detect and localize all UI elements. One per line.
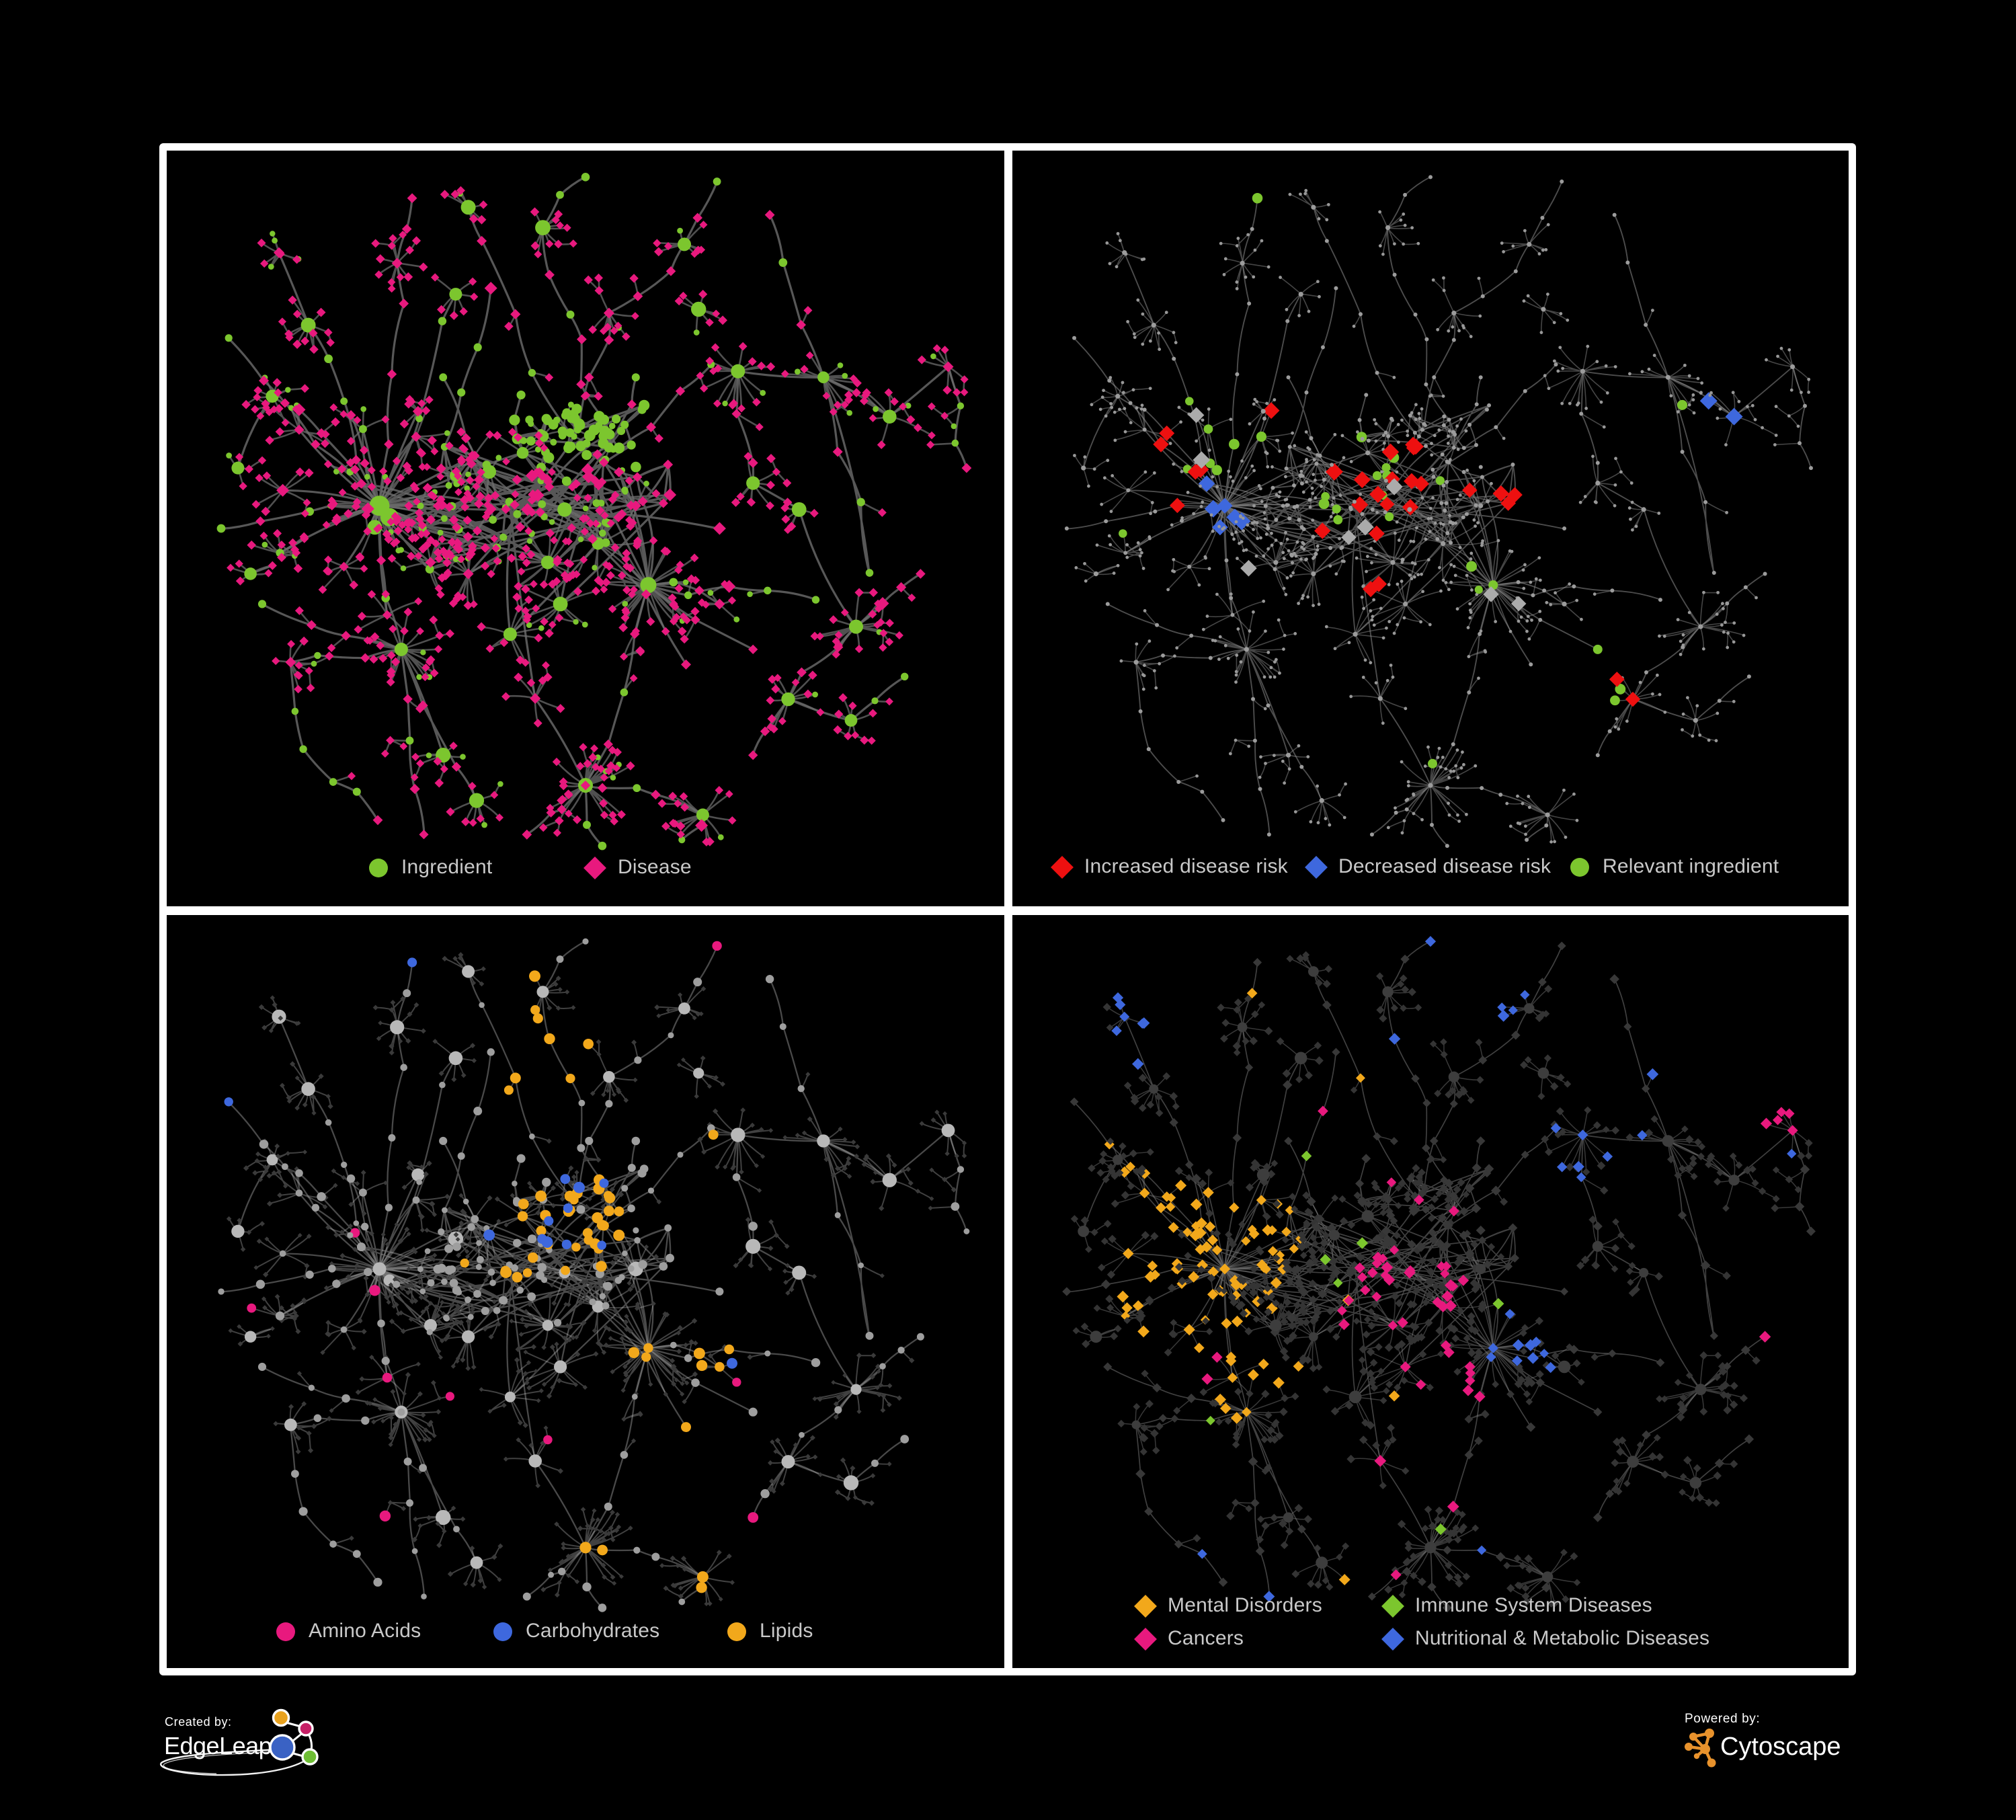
svg-text:EdgeLeap: EdgeLeap: [164, 1732, 272, 1759]
